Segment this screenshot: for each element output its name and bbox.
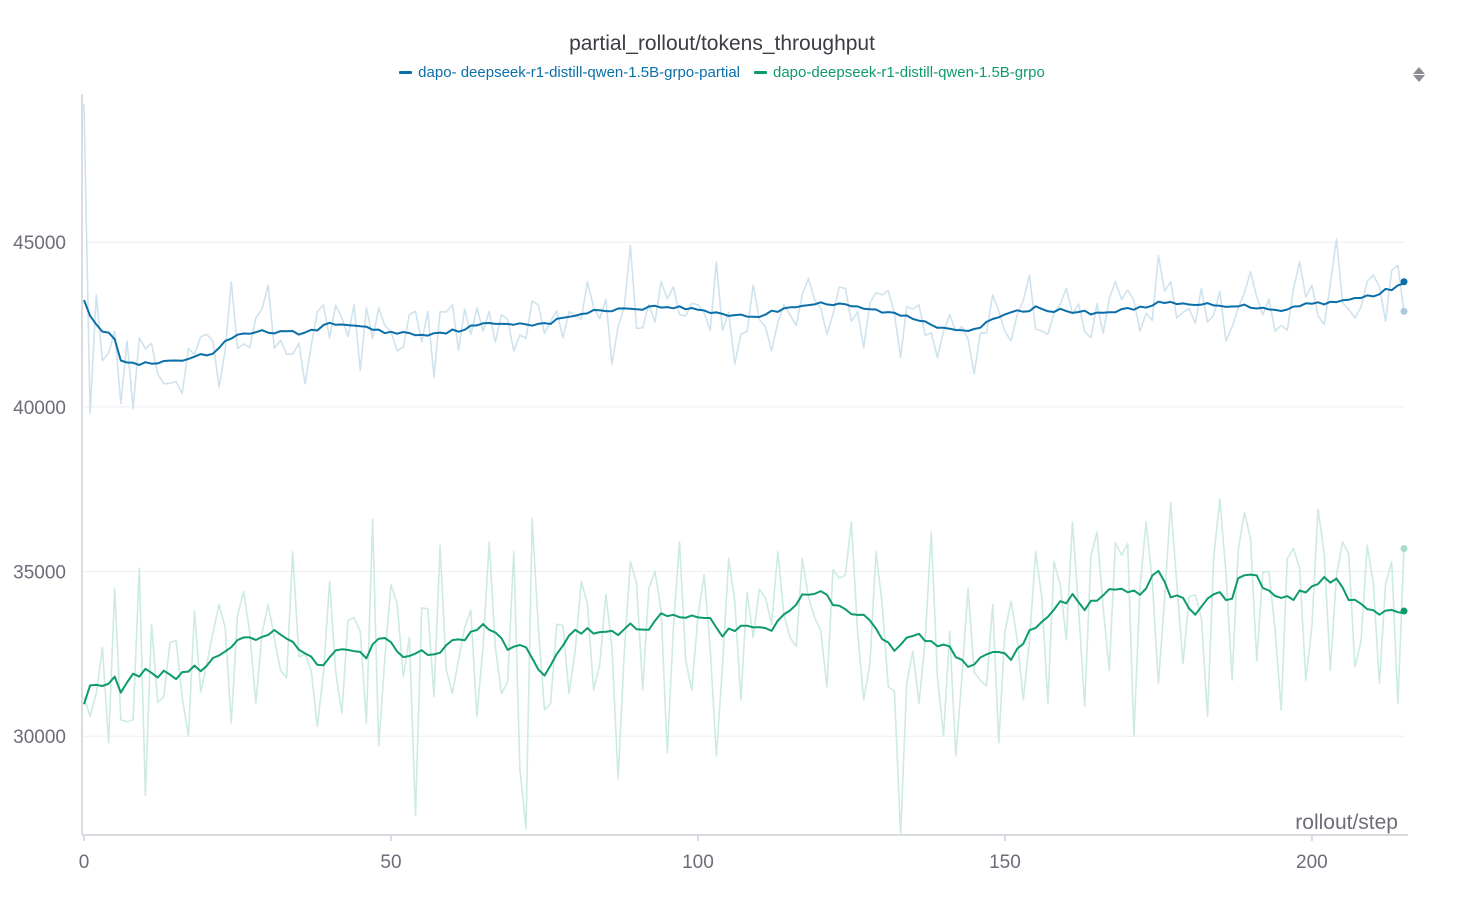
raw-series-line-0 — [83, 103, 1405, 415]
y-tick-label: 30000 — [13, 727, 66, 748]
tick-labels: 30000 35000 40000 45000 0 50 100 150 200 — [13, 233, 1328, 873]
legend: dapo- deepseek-r1-distill-qwen-1.5B-grpo… — [0, 64, 1444, 81]
chart-title: partial_rollout/tokens_throughput — [569, 32, 875, 55]
y-tick-label: 35000 — [13, 563, 66, 584]
x-tick-label: 50 — [380, 852, 401, 873]
sort-up-icon — [1413, 66, 1425, 74]
x-tick-label: 200 — [1296, 852, 1328, 873]
smoothed-series-line-1 — [83, 569, 1405, 705]
legend-swatch-grpo — [754, 71, 767, 74]
axes — [81, 94, 1408, 841]
legend-swatch-partial — [399, 71, 413, 74]
smoothed-series-layer — [83, 278, 1408, 705]
legend-item-grpo[interactable]: dapo-deepseek-r1-distill-qwen-1.5B-grpo — [754, 64, 1045, 81]
y-tick-label: 40000 — [13, 398, 66, 419]
smoothed-endpoint-marker-0 — [1400, 278, 1408, 286]
grid-lines — [84, 241, 1404, 737]
sort-down-icon — [1413, 74, 1425, 82]
raw-endpoint-marker-0 — [1400, 307, 1408, 315]
raw-endpoint-marker-1 — [1400, 544, 1408, 552]
legend-item-partial[interactable]: dapo- deepseek-r1-distill-qwen-1.5B-grpo… — [399, 64, 740, 81]
smoothed-series-line-0 — [83, 282, 1405, 366]
legend-label-partial: dapo- deepseek-r1-distill-qwen-1.5B-grpo… — [418, 64, 740, 81]
x-tick-label: 150 — [989, 852, 1021, 873]
sort-arrows-icon[interactable] — [1408, 63, 1430, 85]
smoothed-endpoint-marker-1 — [1400, 607, 1408, 615]
x-tick-label: 0 — [79, 852, 90, 873]
raw-series-line-1 — [83, 498, 1405, 836]
x-tick-label: 100 — [682, 852, 714, 873]
raw-series-layer — [83, 103, 1408, 836]
y-tick-label: 45000 — [13, 233, 66, 254]
legend-label-grpo: dapo-deepseek-r1-distill-qwen-1.5B-grpo — [773, 64, 1045, 81]
x-axis-label: rollout/step — [1295, 811, 1398, 834]
